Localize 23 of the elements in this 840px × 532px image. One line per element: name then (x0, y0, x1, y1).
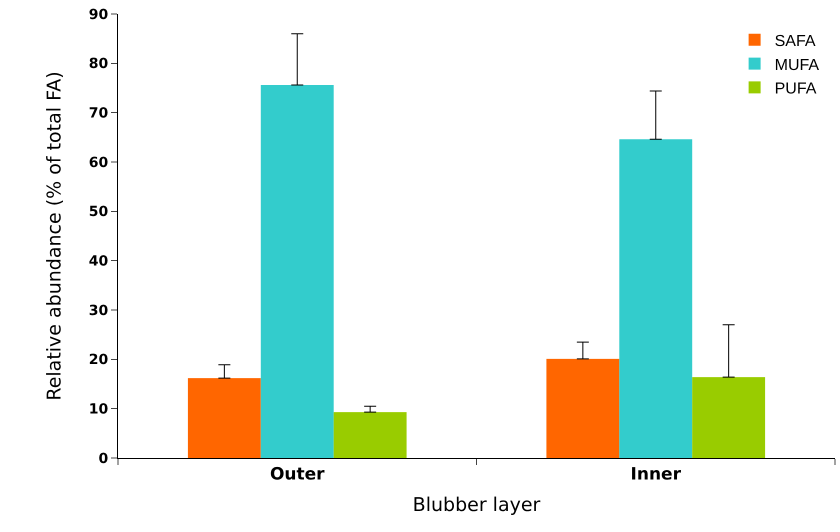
y-axis-title: Relative abundance (% of total FA) (44, 71, 66, 401)
y-tick-label: 20 (88, 352, 108, 368)
legend-label: SAFA (774, 33, 816, 50)
bar (546, 358, 620, 458)
y-tick-label: 80 (88, 56, 108, 72)
bar (334, 412, 407, 458)
bar (692, 377, 766, 458)
y-tick-label: 0 (98, 450, 108, 467)
bar (260, 85, 334, 458)
y-tick-label: 10 (88, 402, 108, 418)
y-tick-label: 40 (88, 254, 108, 270)
x-tick-label: Inner (630, 464, 682, 484)
x-axis-title: Blubber layer (412, 494, 541, 516)
legend-label: MUFA (774, 56, 820, 74)
y-tick-label: 60 (88, 154, 108, 171)
y-tick-label: 50 (88, 204, 108, 220)
bar (619, 139, 692, 458)
y-tick-label: 90 (88, 6, 108, 23)
bar (188, 378, 261, 458)
y-tick-label: 30 (88, 302, 108, 319)
legend-label: PUFA (774, 80, 817, 98)
x-tick-label: Outer (270, 464, 326, 484)
y-tick-label: 70 (88, 106, 108, 122)
